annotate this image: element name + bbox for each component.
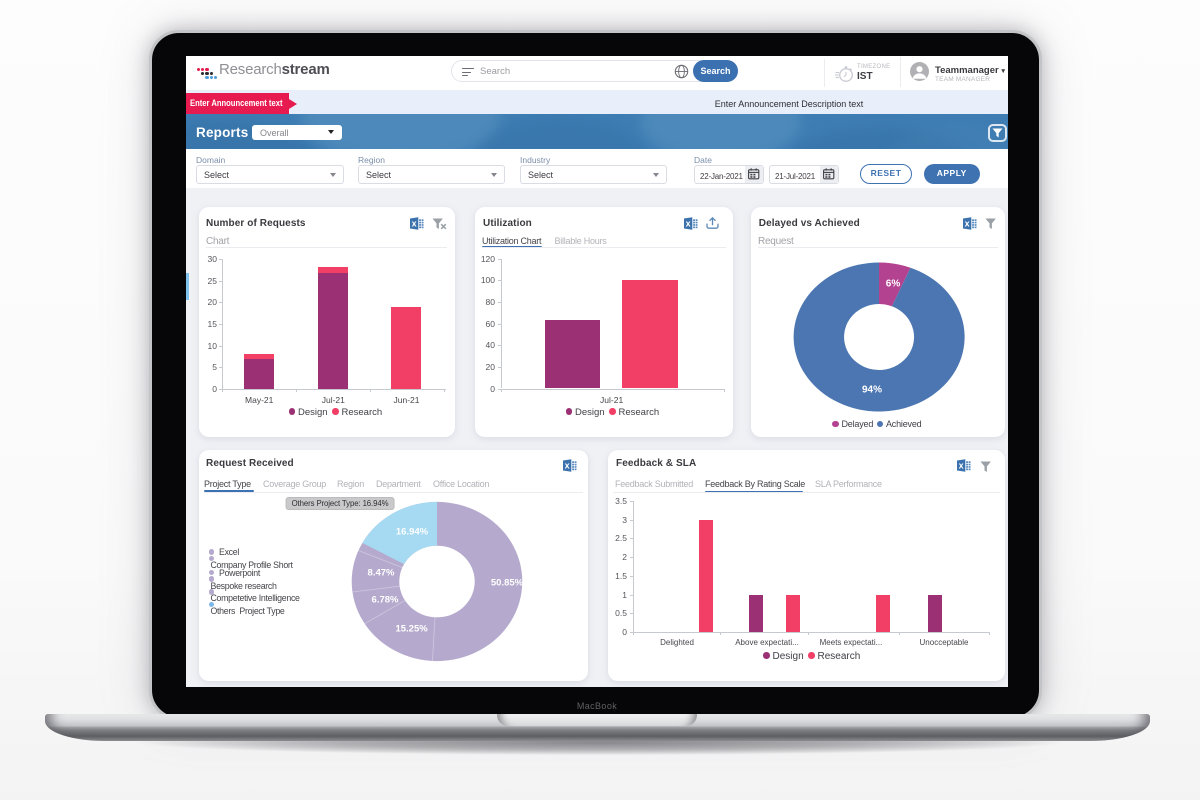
svg-text:x: x — [959, 461, 964, 471]
svg-text:x: x — [411, 218, 416, 228]
svg-text:x: x — [964, 218, 969, 228]
svg-text:x: x — [564, 461, 569, 471]
svg-text:x: x — [686, 218, 691, 228]
